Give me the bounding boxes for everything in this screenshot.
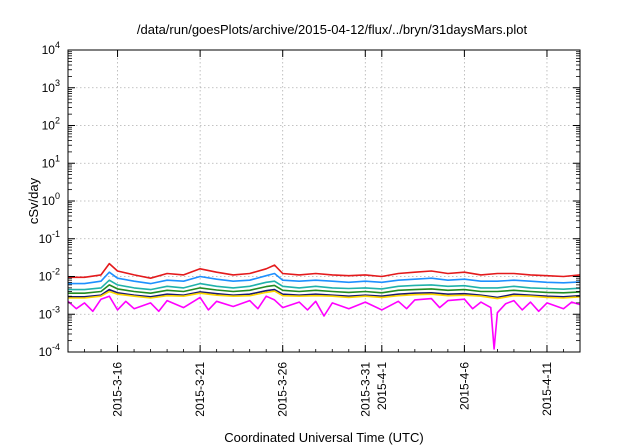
y-axis-label: cSv/day — [26, 177, 41, 224]
x-tick-label: 2015-4-6 — [457, 362, 471, 410]
series-line-1 — [68, 262, 581, 279]
series-line-6 — [68, 290, 581, 300]
x-axis-label: Coordinated Universal Time (UTC) — [224, 430, 423, 445]
x-tick-label: 2015-3-21 — [193, 362, 207, 417]
y-tick-label: 103 — [42, 78, 60, 95]
x-tick-label: 2015-3-31 — [358, 362, 372, 417]
grid-lines — [68, 50, 580, 352]
y-tick-label: 10-1 — [39, 229, 60, 246]
y-tick-label: 104 — [42, 40, 60, 57]
series-line-5 — [68, 288, 581, 299]
x-tick-label: 2015-4-11 — [540, 362, 554, 416]
chart-title: /data/run/goesPlots/archive/2015-04-12/f… — [137, 22, 528, 37]
series-line-7 — [67, 295, 581, 350]
y-tick-label: 102 — [42, 116, 60, 133]
y-tick-label: 10-4 — [39, 342, 60, 359]
y-tick-label: 10-2 — [39, 267, 60, 284]
y-tick-label: 101 — [42, 153, 60, 170]
series-line-2 — [68, 271, 581, 285]
x-tick-label: 2015-3-16 — [111, 362, 125, 417]
y-tick-label: 100 — [42, 191, 60, 208]
series-layer — [67, 262, 581, 350]
y-tick-label: 10-3 — [39, 304, 60, 321]
axes-layer: 10-4 10-3 10-2 10-1 100 101 102 103 104 2015-3-16… — [39, 40, 581, 417]
x-tick-label: 2015-4-1 — [375, 362, 389, 410]
series-line-3 — [68, 279, 581, 291]
x-tick-label: 2015-3-26 — [276, 362, 290, 417]
series-line-4 — [68, 284, 581, 294]
